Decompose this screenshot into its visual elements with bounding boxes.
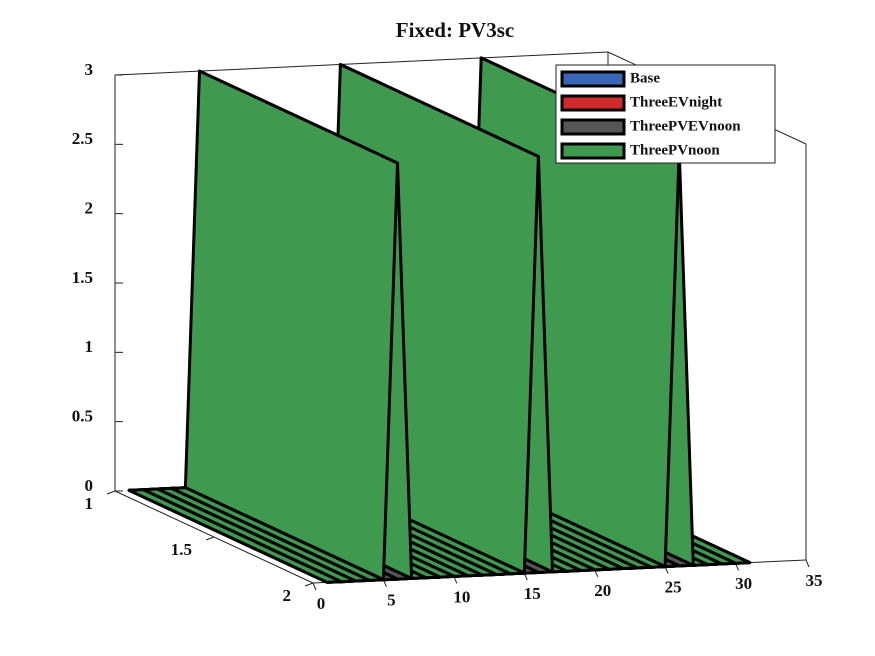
x-tick-label: 20 [594,581,611,600]
x-tick-label: 10 [453,587,470,606]
legend-label: ThreePVnoon [630,142,720,158]
ribbon-face [127,488,343,584]
z-tick-label: 2.5 [72,129,93,148]
legend-swatch [560,94,626,112]
z-tick-label: 1 [85,337,94,356]
legend-label: ThreePVEVnoon [630,118,741,134]
y-tick-label: 1.5 [171,540,192,559]
y-tick-label: 1 [85,494,94,513]
y-tick [205,536,215,541]
legend-swatch [560,70,626,88]
x-tick-label: 5 [387,591,396,610]
chart-title: Fixed: PV3sc [396,18,514,42]
x-tick-label: 0 [317,594,326,613]
z-tick-label: 2 [85,199,94,218]
legend-swatch [560,118,626,136]
axis-box [114,51,609,76]
x-tick-label: 30 [735,574,752,593]
x-tick-label: 25 [665,577,682,596]
legend-label: ThreeEVnight [630,94,722,110]
y-tick [304,582,314,587]
ribbons [127,56,752,584]
x-tick-label: 35 [806,571,823,590]
x-tick [805,559,810,568]
y-tick [106,490,116,495]
z-tick-label: 1.5 [72,268,93,287]
legend-swatch [560,142,626,160]
x-tick-label: 15 [524,584,541,603]
x-tick [312,582,317,591]
legend: Base ThreeEVnight ThreePVEVnoon ThreePVnoon [555,64,776,164]
z-tick-label: 0.5 [72,407,93,426]
z-tick-label: 0 [85,476,94,495]
legend-label: Base [630,70,660,86]
y-tick-label: 2 [283,586,292,605]
z-tick-label: 3 [85,60,94,79]
